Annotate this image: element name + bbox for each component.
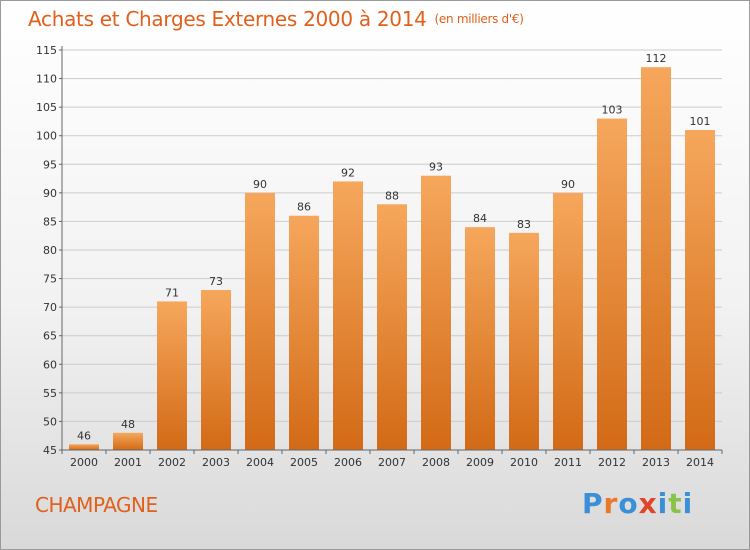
data-label: 86 — [297, 201, 311, 214]
y-tick-label: 75 — [43, 273, 57, 286]
logo-letter: i — [657, 487, 669, 520]
logo-letter: x — [638, 487, 658, 520]
y-tick-label: 85 — [43, 215, 57, 228]
title-text: Achats et Charges Externes 2000 à 2014 — [28, 7, 427, 31]
logo-letter: o — [618, 487, 639, 520]
x-tick-label: 2011 — [554, 456, 582, 469]
y-tick-label: 90 — [43, 187, 57, 200]
bar-2004 — [245, 192, 275, 450]
bar-2009 — [465, 227, 495, 450]
y-tick-label: 50 — [43, 415, 57, 428]
data-label: 73 — [209, 275, 223, 288]
x-tick-label: 2002 — [158, 456, 186, 469]
logo-letter: r — [603, 487, 619, 520]
x-tick-label: 2009 — [466, 456, 494, 469]
bar-2014 — [685, 130, 715, 450]
y-tick-label: 60 — [43, 358, 57, 371]
logo-letter: t — [668, 487, 683, 520]
x-tick-label: 2004 — [246, 456, 274, 469]
data-label: 84 — [473, 212, 487, 225]
data-label: 46 — [77, 429, 91, 442]
y-tick-label: 115 — [36, 44, 57, 57]
bar-2012 — [597, 118, 627, 451]
bar-2003 — [201, 290, 231, 450]
x-tick-label: 2000 — [70, 456, 98, 469]
x-tick-label: 2006 — [334, 456, 362, 469]
y-tick-label: 70 — [43, 301, 57, 314]
bar-2005 — [289, 215, 319, 450]
proxiti-logo: Proxiti — [582, 487, 693, 520]
x-tick-label: 2014 — [686, 456, 714, 469]
bars: 46 48 71 73 90 86 92 88 93 84 83 90 103 112 101 — [69, 52, 715, 451]
y-tick-label: 105 — [36, 101, 57, 114]
axes: 45 50 55 60 65 70 75 80 85 90 95 100 105 110 115 2000 20… — [36, 44, 723, 469]
data-label: 71 — [165, 286, 179, 299]
data-label: 103 — [602, 104, 623, 117]
y-tick-label: 95 — [43, 158, 57, 171]
data-label: 88 — [385, 189, 399, 202]
x-tick-label: 2003 — [202, 456, 230, 469]
data-label: 112 — [646, 52, 667, 65]
logo-letter: P — [582, 487, 604, 520]
data-label: 83 — [517, 218, 531, 231]
bar-2002 — [157, 301, 187, 450]
x-tick-label: 2010 — [510, 456, 538, 469]
x-tick-label: 2013 — [642, 456, 670, 469]
x-tick-label: 2005 — [290, 456, 318, 469]
bar-2013 — [641, 67, 671, 451]
y-tick-label: 45 — [43, 444, 57, 457]
commune-name: CHAMPAGNE — [35, 493, 158, 517]
unit-text: (en milliers d'€) — [434, 12, 524, 26]
y-tick-label: 55 — [43, 387, 57, 400]
bar-2010 — [509, 232, 539, 450]
data-label: 101 — [690, 115, 711, 128]
y-tick-label: 80 — [43, 244, 57, 257]
logo-letter: i — [682, 487, 694, 520]
x-tick-label: 2001 — [114, 456, 142, 469]
bar-2000 — [69, 444, 99, 450]
chart-title: Achats et Charges Externes 2000 à 2014 (e… — [28, 7, 524, 31]
bar-2008 — [421, 175, 451, 450]
data-label: 93 — [429, 161, 443, 174]
y-tick-label: 110 — [36, 73, 57, 86]
y-tick-label: 65 — [43, 330, 57, 343]
x-tick-label: 2012 — [598, 456, 626, 469]
x-tick-label: 2007 — [378, 456, 406, 469]
data-label: 92 — [341, 166, 355, 179]
bar-2006 — [333, 181, 363, 450]
data-label: 48 — [121, 418, 135, 431]
data-label: 90 — [561, 178, 575, 191]
bar-2001 — [113, 432, 143, 450]
bar-2011 — [553, 192, 583, 450]
x-tick-label: 2008 — [422, 456, 450, 469]
y-tick-label: 100 — [36, 130, 57, 143]
data-label: 90 — [253, 178, 267, 191]
bar-2007 — [377, 204, 407, 450]
